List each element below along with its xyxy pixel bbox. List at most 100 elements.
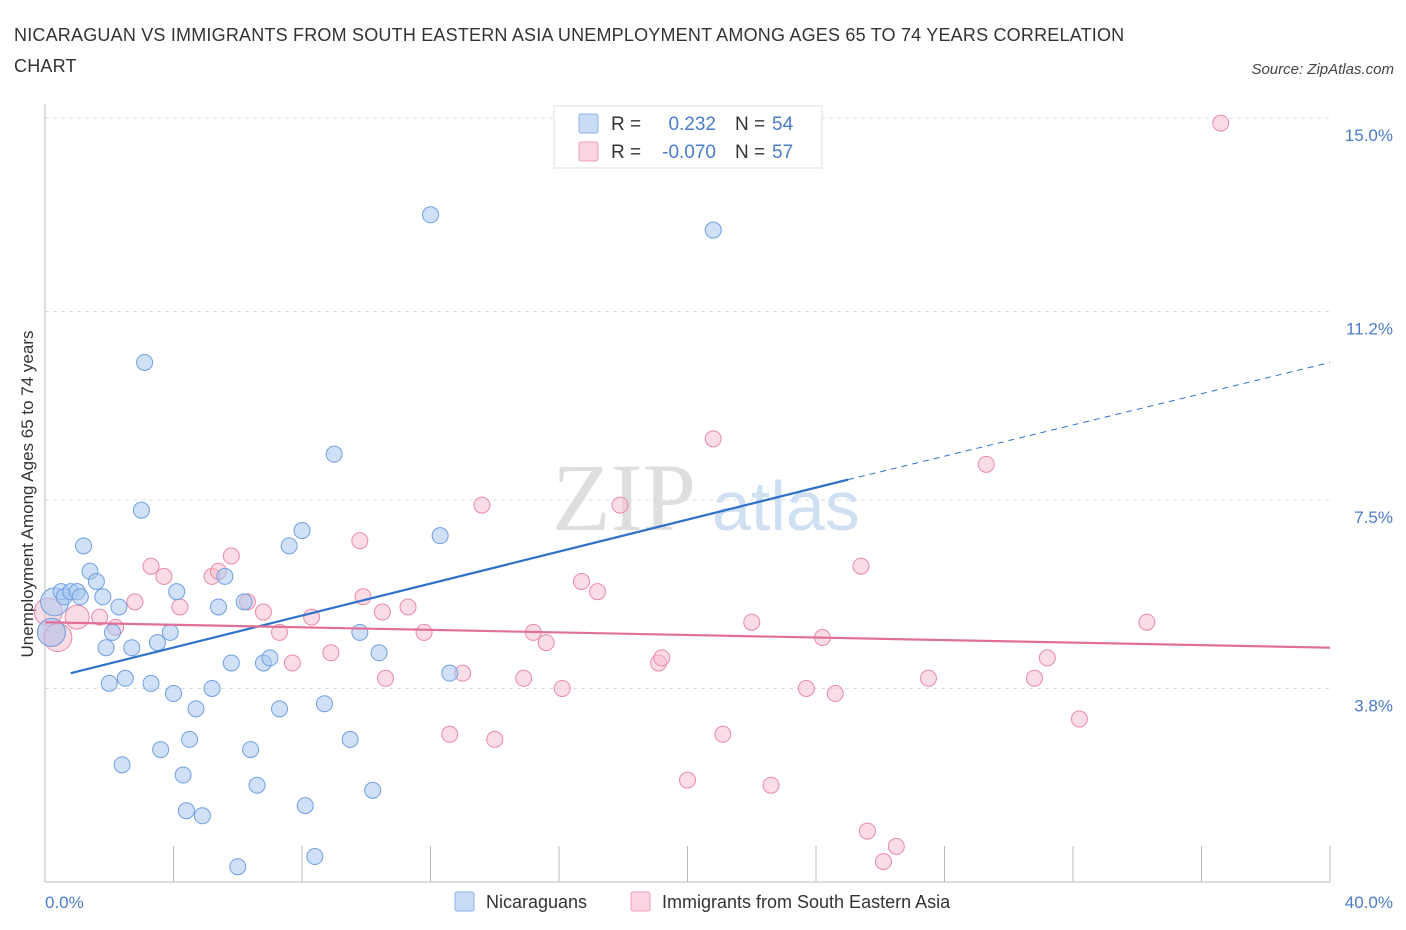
y-tick-label-1: 7.5%	[1354, 508, 1393, 527]
blue-point-14	[110, 598, 128, 616]
blue-point-41	[271, 700, 289, 718]
pink-point-22	[377, 669, 395, 687]
pink-point-47	[858, 822, 876, 840]
blue-point-6	[71, 588, 89, 606]
trend-line-immigrants	[44, 621, 1331, 649]
blue-point-42	[280, 537, 298, 555]
pink-point-16	[283, 654, 301, 672]
blue-point-52	[422, 206, 439, 224]
blue-point-34	[222, 654, 240, 672]
blue-point-17	[123, 639, 141, 657]
watermark-atlas: atlas	[712, 467, 860, 545]
blue-point-50	[364, 781, 382, 799]
pink-point-14	[254, 603, 272, 621]
watermark-zip: ZIP	[552, 444, 696, 551]
pink-point-34	[589, 583, 607, 601]
stats-legend-box	[553, 105, 823, 169]
pink-point-53	[1038, 649, 1056, 667]
blue-point-55	[704, 221, 722, 239]
blue-point-22	[152, 741, 170, 759]
blue-point-49	[351, 623, 369, 641]
blue-point-37	[242, 741, 260, 759]
pink-point-23	[399, 598, 417, 616]
pink-point-32	[553, 679, 571, 697]
blue-point-30	[193, 807, 211, 825]
blue-point-20	[142, 674, 160, 692]
blue-point-40	[261, 649, 279, 667]
blue-point-21	[148, 634, 166, 652]
blue-point-23	[161, 623, 179, 641]
blue-point-48	[341, 730, 359, 748]
pink-point-7	[142, 557, 160, 575]
blue-point-36	[235, 593, 253, 611]
pink-point-33	[572, 572, 590, 590]
pink-point-24	[415, 623, 433, 641]
pink-point-15	[271, 623, 289, 641]
blue-point-53	[431, 527, 449, 545]
pink-point-28	[486, 730, 504, 748]
bottom-legend-label-1: Nicaraguans	[486, 892, 587, 912]
pink-point-54	[1070, 710, 1088, 728]
stats-legend: R = 0.232 N = 54 R = -0.070 N = 57	[553, 105, 823, 169]
blue-point-38	[248, 776, 266, 794]
blue-point-24	[165, 685, 182, 703]
blue-point-35	[229, 858, 247, 876]
series-legend: Nicaraguans Immigrants from South Easter…	[454, 891, 951, 912]
blue-point-47	[325, 445, 343, 463]
trend-lines	[44, 361, 1331, 675]
trend-line-nicaraguans	[70, 478, 849, 675]
series-nicaraguans-points	[36, 206, 722, 876]
x-tick-labels: 0.0% 40.0%	[45, 893, 1393, 912]
pink-point-42	[762, 776, 780, 794]
blue-point-19	[136, 353, 154, 371]
bottom-legend-swatch-blue	[454, 891, 475, 912]
pink-point-25	[441, 725, 459, 743]
blue-point-32	[209, 598, 227, 616]
watermark: ZIP atlas	[552, 444, 860, 551]
legend-n-label-1: N =	[735, 114, 765, 135]
pink-point-37	[653, 649, 671, 667]
pink-point-21	[373, 603, 391, 621]
blue-point-26	[174, 766, 192, 784]
blue-point-43	[293, 522, 311, 540]
pink-point-41	[743, 613, 761, 631]
blue-point-27	[177, 802, 195, 820]
pink-point-29	[515, 669, 533, 687]
blue-point-45	[306, 848, 324, 866]
pink-point-48	[874, 853, 892, 871]
pink-point-35	[611, 496, 629, 514]
blue-point-51	[370, 644, 388, 662]
legend-r-value-1: 0.232	[668, 114, 716, 135]
legend-r-label-2: R =	[611, 142, 641, 163]
bottom-legend-swatch-pink	[630, 891, 651, 912]
pink-point-52	[1025, 669, 1043, 687]
legend-swatch-blue	[578, 113, 599, 134]
blue-point-33	[216, 567, 234, 585]
blue-point-11	[97, 639, 115, 657]
blue-point-15	[113, 756, 131, 774]
axes	[44, 104, 1331, 883]
legend-n-value-2: 57	[772, 142, 793, 163]
pink-point-12	[222, 547, 240, 565]
pink-point-3	[64, 604, 90, 630]
blue-point-54	[441, 664, 459, 682]
bottom-legend-label-2: Immigrants from South Eastern Asia	[662, 892, 951, 912]
x-tick-label-0: 0.0%	[45, 893, 84, 912]
y-tick-label-2: 11.2%	[1346, 320, 1393, 339]
blue-point-13	[103, 623, 121, 641]
series-immigrants-points	[33, 114, 1230, 871]
pink-point-43	[797, 679, 815, 697]
blue-point-7	[75, 537, 93, 555]
y-axis-label: Unemployment Among Ages 65 to 74 years	[18, 331, 37, 658]
pink-point-18	[322, 644, 340, 662]
chart-title: NICARAGUAN VS IMMIGRANTS FROM SOUTH EAST…	[14, 25, 1125, 76]
legend-r-value-2: -0.070	[662, 142, 716, 163]
blue-point-28	[181, 730, 199, 748]
blue-point-25	[168, 583, 186, 601]
pink-point-56	[1212, 114, 1230, 132]
pink-point-49	[887, 837, 905, 855]
blue-point-10	[94, 588, 112, 606]
pink-point-27	[473, 496, 491, 514]
pink-point-50	[919, 669, 937, 687]
